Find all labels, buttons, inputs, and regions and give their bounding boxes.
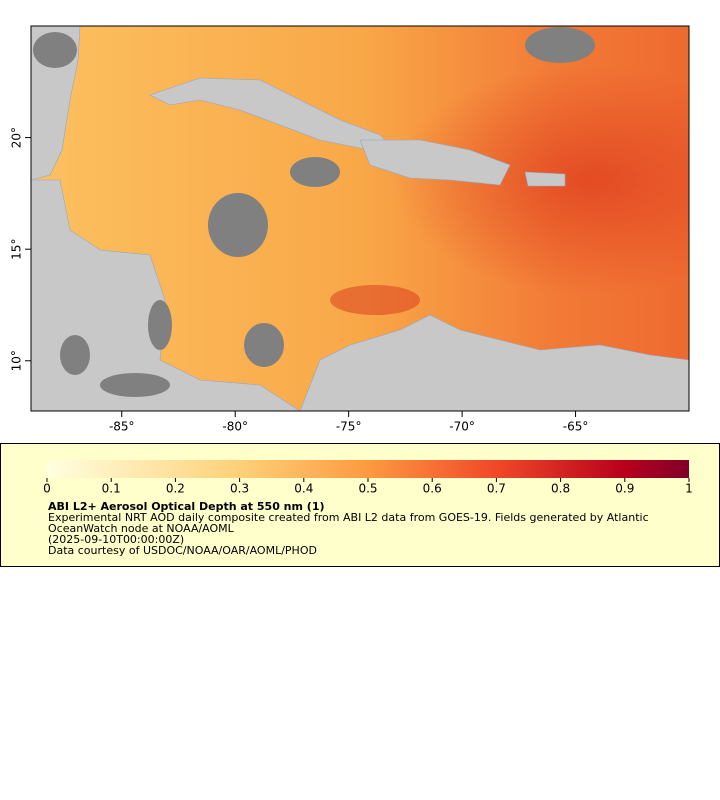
map-area [31, 26, 689, 411]
colorbar-tick-label: 0.3 [230, 482, 249, 496]
note: Experimental NRT AOD daily composite cre… [48, 511, 649, 535]
legend-text: ABI L2+ Aerosol Optical Depth at 550 nm … [48, 501, 688, 556]
note: (2025-09-10T00:00:00Z) [48, 533, 185, 546]
colorbar-tick-label: 0.4 [294, 482, 313, 496]
colorbar-tick-label: 0.9 [615, 482, 634, 496]
colorbar-tick-label: 0.1 [102, 482, 121, 496]
x-tick-label: -75° [336, 420, 362, 434]
colorbar-tick-label: 0.8 [551, 482, 570, 496]
colorbar-tick-label: 0.2 [166, 482, 185, 496]
colorbar-tick-label: 0.5 [358, 482, 377, 496]
map-frame [30, 25, 690, 412]
x-tick-label: -80° [222, 420, 248, 434]
x-tick-label: -65° [563, 420, 589, 434]
colorbar-tick-label: 0.6 [423, 482, 442, 496]
colorbar-tick-label: 0.7 [487, 482, 506, 496]
colorbar-tick-label: 1 [685, 482, 693, 496]
x-tick-label: -70° [449, 420, 475, 434]
y-tick-label: 20° [10, 127, 24, 148]
colorbar-tick-label: 0 [43, 482, 51, 496]
y-tick-label: 10° [10, 350, 24, 371]
note: Data courtesy of USDOC/NOAA/OAR/AOML/PHO… [48, 544, 317, 557]
title: ABI L2+ Aerosol Optical Depth at 550 nm … [48, 500, 325, 513]
colorbar [47, 460, 689, 478]
y-tick-label: 15° [10, 239, 24, 260]
x-tick-label: -85° [109, 420, 135, 434]
